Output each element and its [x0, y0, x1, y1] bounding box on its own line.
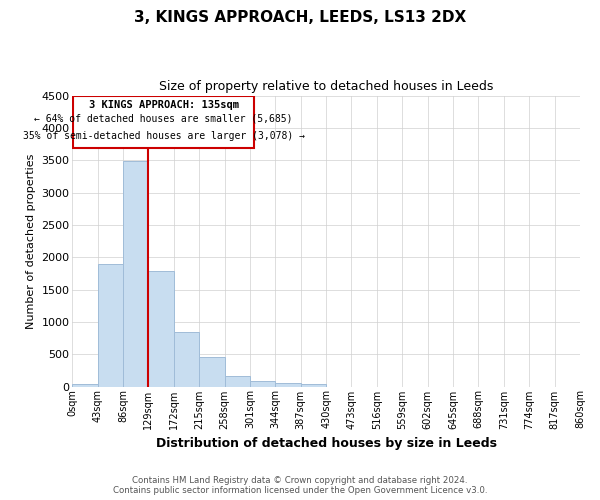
Bar: [123, 161, 148, 386]
Bar: [199, 357, 224, 386]
Bar: [250, 382, 275, 386]
Bar: [301, 384, 326, 386]
Text: 3, KINGS APPROACH, LEEDS, LS13 2DX: 3, KINGS APPROACH, LEEDS, LS13 2DX: [134, 10, 466, 25]
Title: Size of property relative to detached houses in Leeds: Size of property relative to detached ho…: [159, 80, 493, 93]
Text: 3 KINGS APPROACH: 135sqm: 3 KINGS APPROACH: 135sqm: [89, 100, 239, 110]
Bar: [174, 332, 199, 386]
Bar: [148, 272, 174, 386]
Y-axis label: Number of detached properties: Number of detached properties: [26, 154, 36, 328]
FancyBboxPatch shape: [73, 96, 254, 148]
Bar: [72, 384, 98, 386]
Bar: [275, 384, 301, 386]
Text: Contains HM Land Registry data © Crown copyright and database right 2024.
Contai: Contains HM Land Registry data © Crown c…: [113, 476, 487, 495]
Text: 35% of semi-detached houses are larger (3,078) →: 35% of semi-detached houses are larger (…: [23, 132, 305, 141]
Bar: [98, 264, 123, 386]
Text: ← 64% of detached houses are smaller (5,685): ← 64% of detached houses are smaller (5,…: [34, 114, 293, 124]
X-axis label: Distribution of detached houses by size in Leeds: Distribution of detached houses by size …: [155, 437, 497, 450]
Bar: [224, 376, 250, 386]
